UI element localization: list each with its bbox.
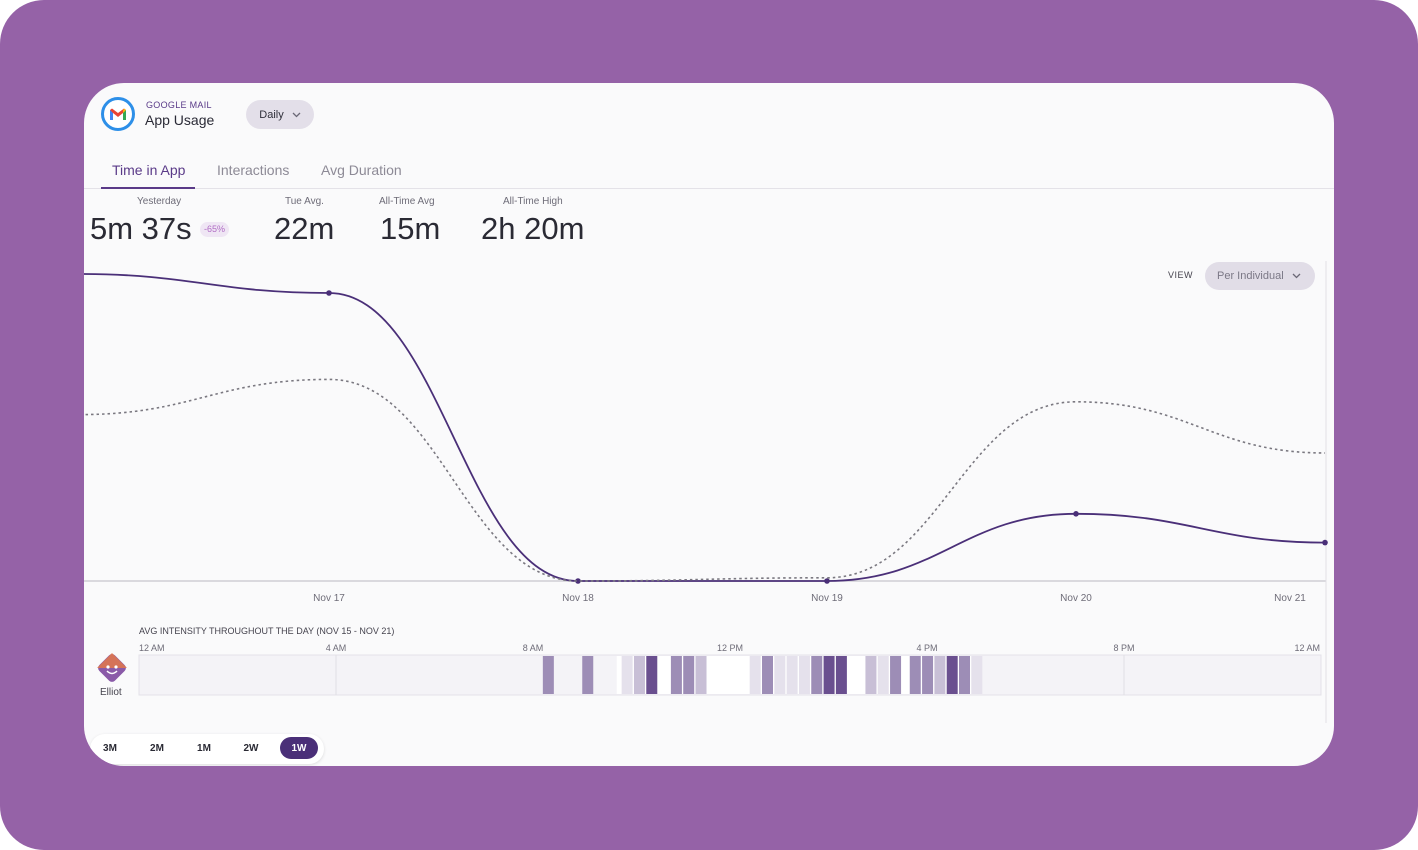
intensity-time-label: 12 AM <box>139 643 165 653</box>
intensity-cell <box>922 656 934 694</box>
tab-time-in-app[interactable]: Time in App <box>112 162 186 178</box>
stat-yesterday-value: 5m 37s <box>90 211 192 246</box>
intensity-cell <box>946 656 958 694</box>
stat-all-time-avg-label: All-Time Avg <box>379 196 435 207</box>
x-tick-label: Nov 20 <box>1060 593 1092 604</box>
intensity-cell <box>959 656 971 694</box>
stat-yesterday-label: Yesterday <box>137 196 182 207</box>
user-avatar-icon <box>97 653 127 682</box>
intensity-cell <box>646 656 658 694</box>
user-name: Elliot <box>100 687 122 698</box>
x-tick-label: Nov 17 <box>313 593 345 604</box>
metric-tabs: Time in App Interactions Avg Duration <box>84 153 1334 189</box>
intensity-title: AVG INTENSITY THROUGHOUT THE DAY (NOV 15… <box>139 626 395 636</box>
intensity-cell <box>774 656 786 694</box>
intensity-cell <box>762 656 774 694</box>
intensity-cell <box>971 656 983 694</box>
data-point-nov-17 <box>326 290 332 296</box>
intensity-cell <box>749 656 761 694</box>
intensity-cell <box>633 656 645 694</box>
x-tick-label: Nov 19 <box>811 593 843 604</box>
series-line-time-in-app <box>84 273 1326 582</box>
chevron-down-icon <box>1292 273 1301 279</box>
active-tab-indicator <box>101 187 195 189</box>
gmail-logo-icon <box>101 97 135 131</box>
stat-all-time-high-label: All-Time High <box>503 196 563 207</box>
intensity-cell <box>811 656 823 694</box>
intensity-cell <box>934 656 946 694</box>
range-2m-button[interactable]: 2M <box>150 742 164 754</box>
intensity-cell <box>798 656 810 694</box>
x-tick-label: Nov 18 <box>562 593 594 604</box>
chevron-down-icon <box>292 112 301 117</box>
intensity-cell <box>909 656 921 694</box>
series-line-average <box>84 378 1326 582</box>
time-in-app-chart: Nov 17 Nov 18 Nov 19 Nov 20 Nov 21 12 AM 4 AM 8… <box>84 261 1328 723</box>
range-3m-button[interactable]: 3M <box>103 742 117 754</box>
view-selected: Per Individual <box>1217 270 1284 282</box>
x-tick-label: Nov 21 <box>1274 593 1306 604</box>
intensity-cell <box>542 656 554 694</box>
intensity-cell <box>670 656 682 694</box>
stat-all-time-high-value: 2h 20m <box>481 211 585 246</box>
intensity-cell <box>621 656 633 694</box>
intensity-time-label: 4 PM <box>916 643 937 653</box>
intensity-cell <box>786 656 798 694</box>
intensity-time-label: 8 AM <box>523 643 544 653</box>
app-usage-card: Nov 17 Nov 18 Nov 19 Nov 20 Nov 21 12 AM 4 AM 8… <box>84 83 1334 766</box>
intensity-cell <box>582 656 594 694</box>
intensity-cell <box>823 656 835 694</box>
intensity-cell <box>695 656 707 694</box>
range-selector: 3M 2M 1M 2W 1W <box>90 734 324 764</box>
data-point-nov-20 <box>1073 511 1079 517</box>
delta-badge: -65% <box>200 222 230 237</box>
data-point-nov-19 <box>824 578 830 584</box>
tab-avg-duration[interactable]: Avg Duration <box>321 162 402 178</box>
intensity-time-label: 8 PM <box>1113 643 1134 653</box>
range-1w-button[interactable]: 1W <box>280 737 318 759</box>
stat-tue-avg-label: Tue Avg. <box>285 196 324 207</box>
stat-all-time-avg-value: 15m <box>380 211 441 246</box>
intensity-time-label: 12 AM <box>1294 643 1320 653</box>
app-provider: GOOGLE MAIL <box>146 100 212 110</box>
range-2w-button[interactable]: 2W <box>243 742 259 754</box>
data-point-nov-18 <box>575 578 581 584</box>
tab-interactions[interactable]: Interactions <box>217 162 290 178</box>
view-label: VIEW <box>1168 270 1194 280</box>
intensity-cell <box>877 656 889 694</box>
period-dropdown[interactable]: Daily <box>246 100 314 129</box>
app-title: App Usage <box>145 112 215 128</box>
range-1m-button[interactable]: 1M <box>197 742 211 754</box>
data-point-nov-21 <box>1322 539 1328 546</box>
intensity-cell <box>835 656 847 694</box>
intensity-cell <box>683 656 695 694</box>
intensity-time-label: 4 AM <box>326 643 347 653</box>
intensity-cell <box>890 656 902 694</box>
stat-tue-avg-value: 22m <box>274 211 335 246</box>
intensity-time-label: 12 PM <box>717 643 743 653</box>
intensity-cell <box>865 656 877 694</box>
view-dropdown[interactable]: Per Individual <box>1205 262 1315 290</box>
period-label: Daily <box>259 108 284 121</box>
